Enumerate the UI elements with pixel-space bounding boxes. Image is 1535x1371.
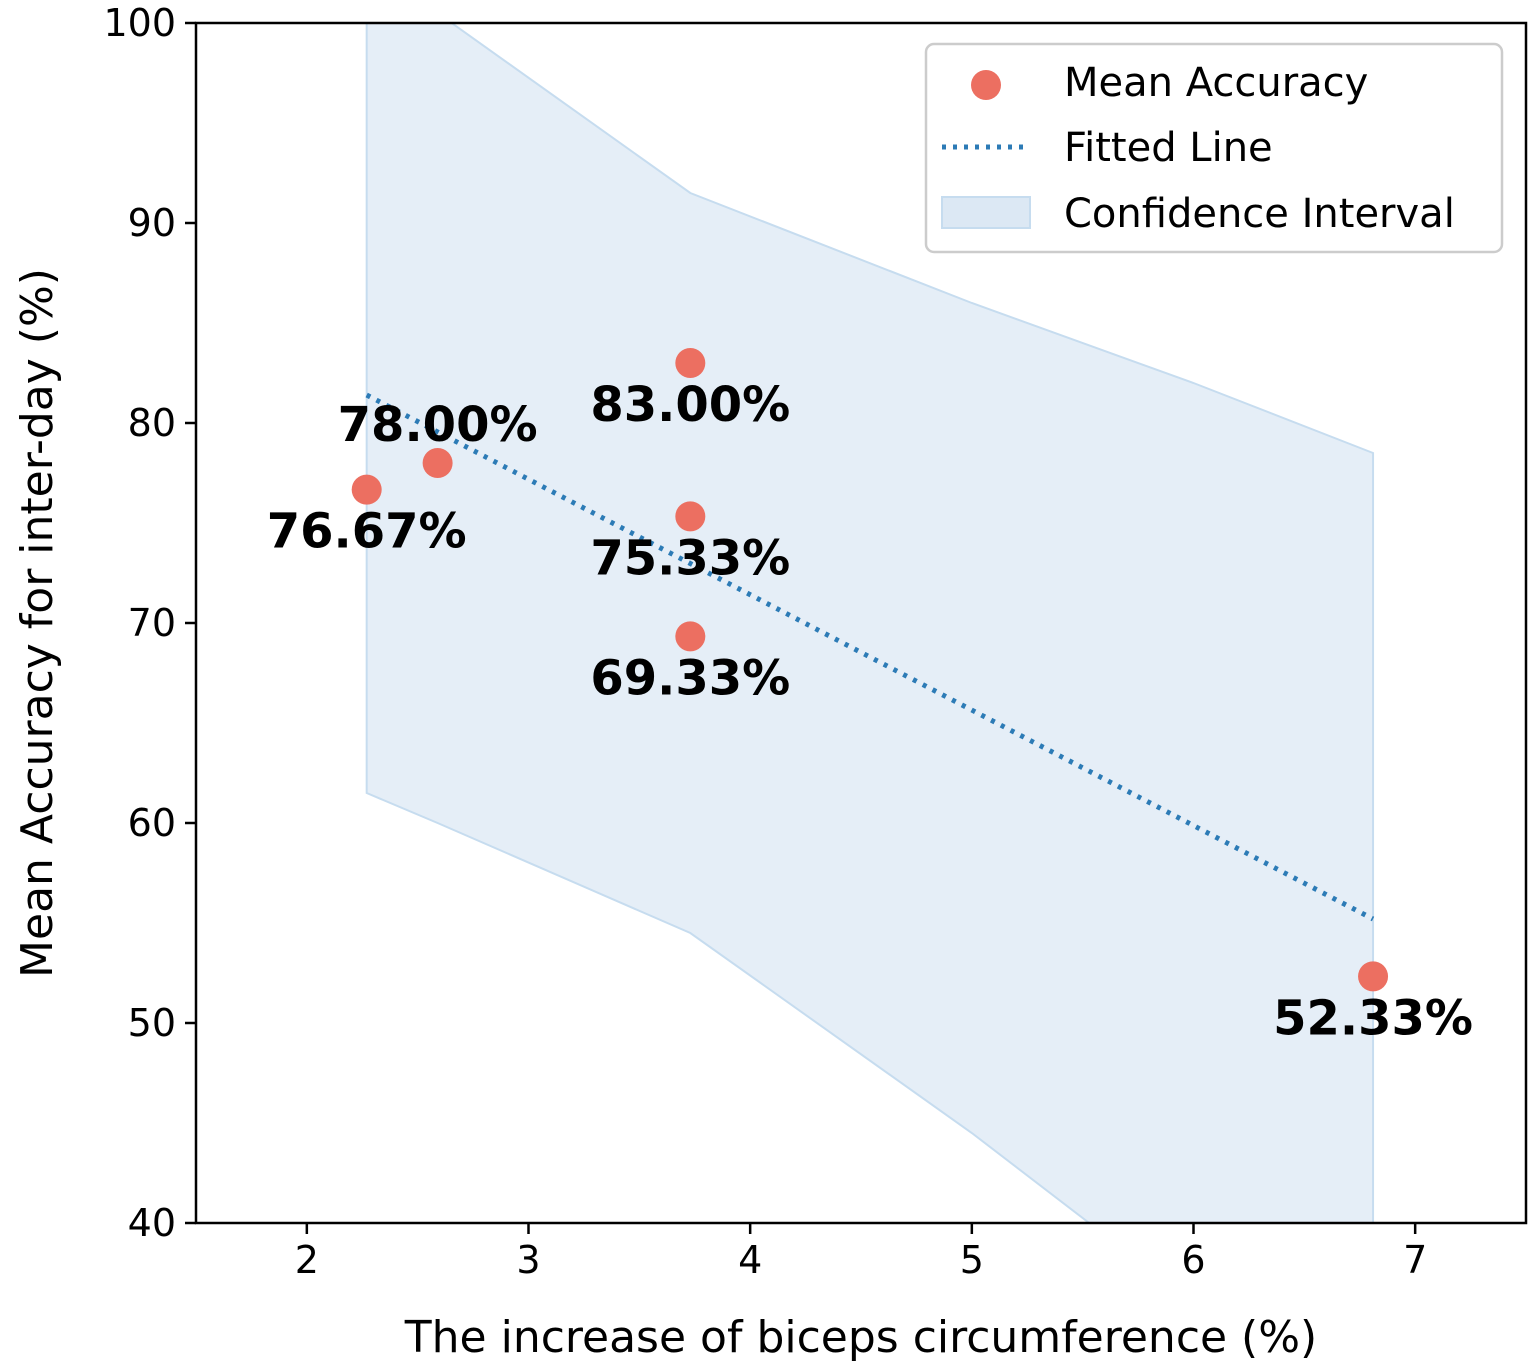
- data-point: [675, 348, 706, 378]
- points-layer: [351, 348, 1389, 992]
- axes-layer: 2 3 4 5 6 7 40 50 60 70 80 90 100: [103, 1, 1427, 1282]
- legend-marker-icon: [971, 70, 1001, 100]
- y-tick-label: 60: [128, 801, 176, 845]
- legend-label-confidence-interval: Confidence Interval: [1064, 191, 1455, 237]
- y-tick-label: 50: [128, 1001, 176, 1045]
- y-tick-label: 70: [128, 601, 176, 645]
- y-tick-label: 80: [128, 401, 176, 445]
- x-tick-label: 3: [516, 1238, 540, 1282]
- legend-label-fitted-line: Fitted Line: [1064, 125, 1273, 171]
- legend: Mean Accuracy Fitted Line Confidence Int…: [924, 42, 1504, 254]
- x-tick-label: 5: [960, 1238, 984, 1282]
- data-point: [675, 501, 706, 532]
- y-tick-label: 90: [128, 201, 176, 245]
- data-label: 52.33%: [1273, 990, 1473, 1046]
- x-tick-label: 6: [1181, 1238, 1205, 1282]
- data-label: 78.00%: [338, 397, 538, 453]
- x-tick-label: 2: [295, 1238, 319, 1282]
- x-tick-label: 4: [738, 1238, 762, 1282]
- legend-patch-icon: [941, 196, 1031, 229]
- legend-box: [924, 42, 1504, 254]
- data-point: [351, 474, 382, 505]
- fit-line-layer: [365, 392, 1375, 922]
- data-point: [675, 621, 706, 652]
- data-point: [1358, 961, 1389, 992]
- y-axis-label: Mean Accuracy for inter-day (%): [12, 268, 63, 978]
- ci-layer: [365, 23, 1375, 1223]
- y-tick-label: 40: [128, 1201, 176, 1245]
- x-tick-label: 7: [1403, 1238, 1427, 1282]
- data-label: 76.67%: [267, 504, 467, 560]
- fitted-line: [365, 392, 1375, 922]
- legend-label-mean-accuracy: Mean Accuracy: [1064, 60, 1368, 106]
- data-labels-layer: 76.67% 78.00% 83.00% 75.33% 69.33% 52.33%: [267, 377, 1473, 1046]
- confidence-interval-band: [365, 23, 1375, 1223]
- data-label: 69.33%: [590, 650, 790, 706]
- y-tick-label: 100: [103, 1, 176, 45]
- data-label: 83.00%: [590, 377, 790, 433]
- x-axis-label: The increase of biceps circumference (%): [404, 1312, 1317, 1363]
- data-label: 75.33%: [590, 530, 790, 586]
- data-point: [422, 448, 453, 478]
